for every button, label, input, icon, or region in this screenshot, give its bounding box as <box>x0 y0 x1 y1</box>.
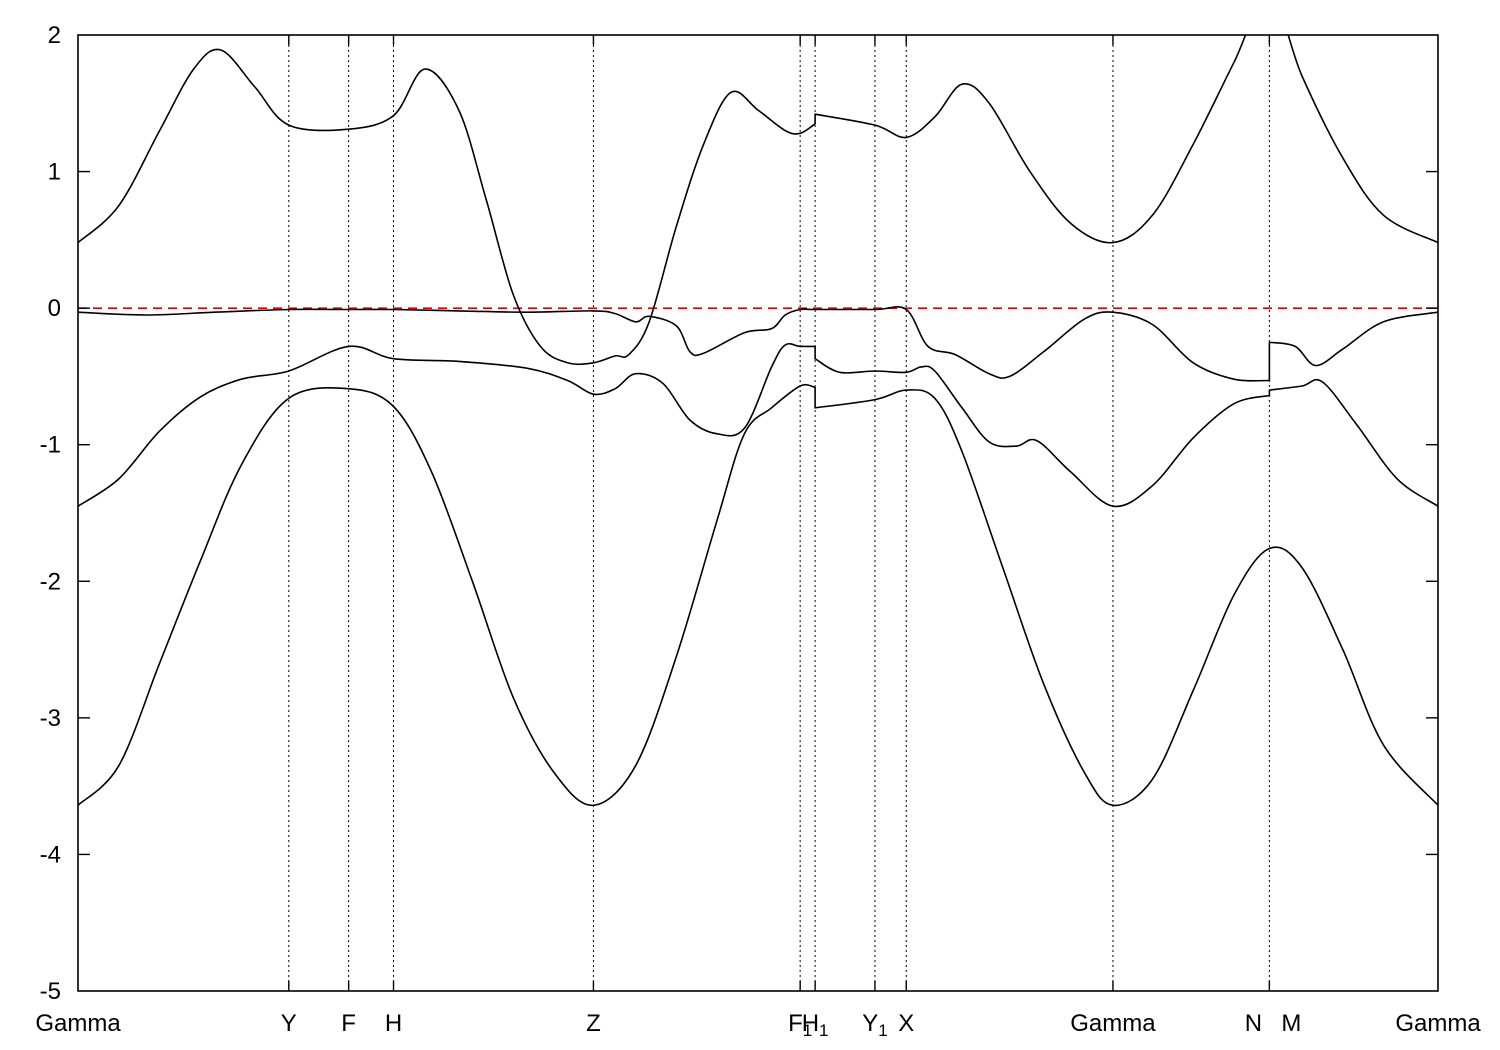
x-tick-label: Y1 <box>862 1010 887 1040</box>
y-tick-label: -4 <box>40 841 61 868</box>
y-tick-label: -2 <box>40 568 61 595</box>
plot-frame <box>77 34 1439 992</box>
y-tick-label: -5 <box>40 978 61 1005</box>
band-line-1 <box>78 383 1438 807</box>
band-line-2 <box>78 342 1438 508</box>
x-tick-label: F <box>341 1010 356 1037</box>
k-point-divider-lines <box>288 35 1270 991</box>
x-tick-label: Y <box>281 1010 297 1037</box>
band-line-3 <box>78 306 1438 382</box>
y-tick-label: 1 <box>48 159 61 186</box>
y-tick-label: 0 <box>48 295 61 322</box>
y-axis-ticks: 2 1 0 -1 -2 -3 -4 -5 <box>40 22 1438 1005</box>
x-tick-label: H <box>385 1010 402 1037</box>
band-line-4 <box>78 35 1438 366</box>
y-tick-label: 2 <box>48 22 61 49</box>
x-tick-label: X <box>898 1010 914 1037</box>
x-tick-label: F1 <box>788 1010 812 1040</box>
x-tick-label: Z <box>586 1010 601 1037</box>
x-tick-label: N <box>1245 1010 1262 1037</box>
band-curves <box>78 35 1438 807</box>
x-tick-label: Gamma <box>1070 1010 1156 1037</box>
x-tick-label: Gamma <box>1395 1010 1481 1037</box>
y-tick-label: -1 <box>40 432 61 459</box>
x-tick-label: Gamma <box>35 1010 121 1037</box>
x-tick-label: H1 <box>802 1010 829 1040</box>
x-tick-label: M <box>1281 1010 1301 1037</box>
y-tick-label: -3 <box>40 705 61 732</box>
